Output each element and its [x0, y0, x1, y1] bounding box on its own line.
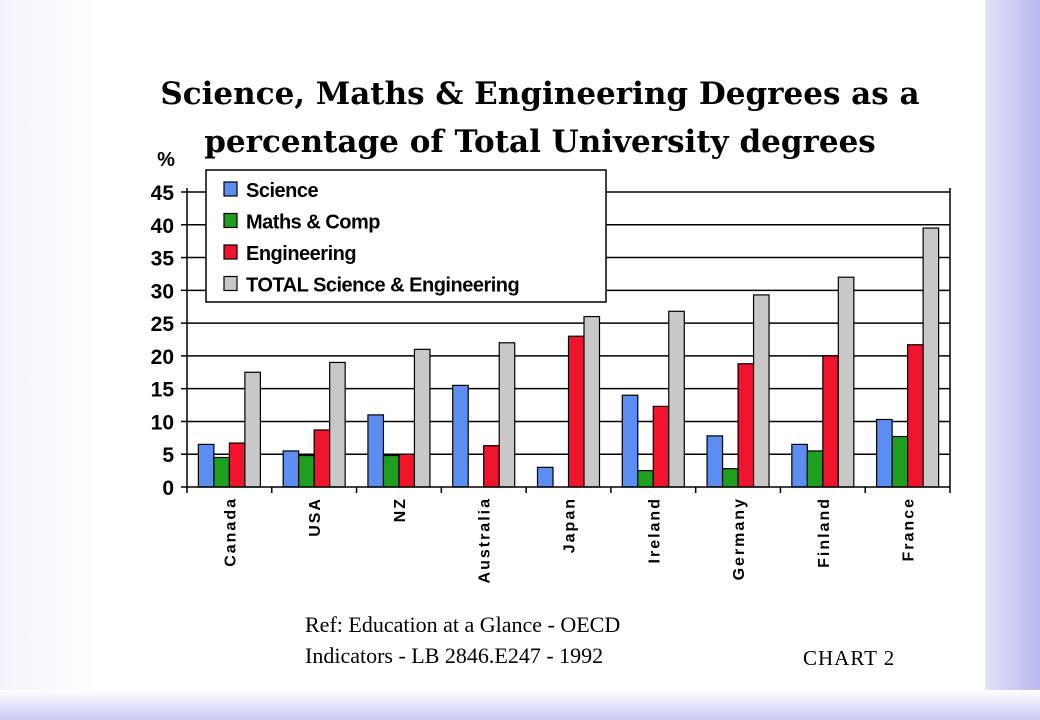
legend-swatch [223, 212, 238, 229]
bar-france-1 [876, 418, 893, 488]
category-label: USA [307, 497, 324, 537]
bar-france-2 [891, 435, 909, 488]
category-label: Australia [477, 497, 494, 583]
y-tick-label: 35 [151, 248, 175, 271]
y-tick-label: 5 [162, 444, 174, 467]
bar-usa-1 [282, 450, 300, 488]
bar-usa-3 [313, 429, 331, 488]
bar-canada-2 [213, 456, 230, 488]
bar-ireland-4 [668, 310, 685, 488]
legend-label: Maths & Comp [246, 212, 380, 234]
bar-germany-3 [737, 363, 755, 488]
bar-japan-1 [536, 466, 554, 488]
bar-japan-4 [583, 315, 601, 488]
y-tick-label: 0 [162, 477, 174, 500]
background-gradient-right [985, 0, 1040, 720]
bar-nz-1 [367, 414, 385, 488]
bar-australia-4 [498, 342, 516, 488]
chart-title-line-1: Science, Maths & Engineering Degrees as … [160, 76, 920, 112]
y-tick-label: 10 [151, 411, 174, 434]
y-tick-label: 20 [151, 346, 174, 369]
bar-japan-3 [567, 335, 585, 488]
bar-finland-1 [791, 443, 808, 488]
y-axis-unit-label: % [157, 149, 175, 171]
legend-label: TOTAL Science & Engineering [246, 275, 519, 297]
legend-swatch [223, 275, 238, 292]
bar-germany-4 [752, 294, 770, 488]
y-tick-label: 40 [151, 215, 174, 238]
bar-finland-2 [806, 450, 824, 488]
legend-label: Engineering [246, 243, 356, 265]
category-label: Finland [816, 497, 833, 568]
bar-finland-4 [837, 276, 855, 488]
bar-nz-4 [413, 348, 431, 488]
legend-swatch [223, 244, 238, 260]
y-tick-label: 15 [151, 379, 175, 402]
bar-nz-2 [382, 454, 400, 488]
legend-box [205, 169, 607, 303]
bar-finland-3 [822, 355, 839, 488]
bar-usa-2 [298, 454, 315, 488]
reference-line-1: Ref: Education at a Glance - OECD [305, 612, 621, 637]
background-gradient-bottom [0, 690, 1040, 720]
legend-swatch [223, 181, 238, 197]
category-label: France [901, 497, 918, 561]
bar-nz-3 [398, 453, 416, 488]
bar-usa-4 [329, 361, 346, 488]
bar-australia-1 [452, 384, 469, 488]
background-gradient-left [0, 0, 95, 720]
y-tick-label: 30 [151, 280, 174, 303]
bar-ireland-3 [652, 405, 670, 488]
chart-title-line-2: percentage of Total University degrees [204, 124, 876, 160]
bar-ireland-2 [637, 470, 654, 488]
legend-label: Science [246, 180, 318, 202]
bar-ireland-1 [621, 394, 639, 488]
bar-canada-4 [244, 371, 261, 488]
category-label: Canada [222, 497, 239, 567]
bar-canada-1 [197, 443, 215, 488]
bar-france-3 [907, 344, 924, 488]
category-label: Ireland [646, 497, 663, 563]
bar-australia-3 [483, 445, 500, 488]
reference-line-2: Indicators - LB 2846.E247 - 1992 [305, 643, 604, 668]
y-tick-label: 25 [151, 313, 175, 336]
category-label: Germany [731, 497, 748, 580]
bar-canada-3 [228, 442, 246, 488]
y-tick-label: 45 [151, 182, 175, 205]
chart-number-label: CHART 2 [803, 646, 896, 670]
bar-germany-2 [721, 468, 739, 488]
category-label: NZ [392, 497, 409, 522]
bar-germany-1 [706, 435, 724, 488]
category-label: Japan [562, 497, 579, 553]
bar-france-4 [922, 227, 940, 488]
